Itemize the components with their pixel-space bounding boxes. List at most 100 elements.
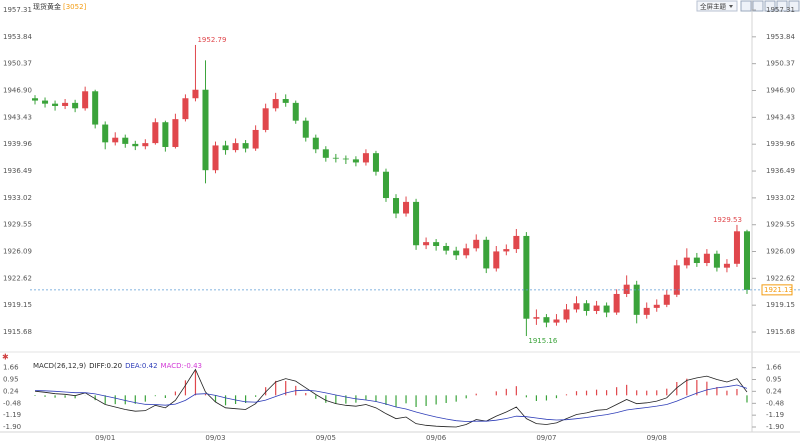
indicator-title: MACD(26,12,9) <box>33 362 86 370</box>
settings-button[interactable] <box>764 0 776 12</box>
candle-body <box>433 242 440 246</box>
y-tick-label: 1943.43 <box>766 113 795 121</box>
candle-body <box>212 145 219 171</box>
candle-body <box>132 143 139 147</box>
toolbar-icons <box>740 0 800 12</box>
close-button[interactable] <box>788 0 800 12</box>
dropdown-arrow[interactable] <box>729 5 733 8</box>
candle-body <box>553 319 560 323</box>
y-tick-label: 1957.31 <box>766 6 795 14</box>
candle-body <box>332 157 339 159</box>
zoom-in-button[interactable] <box>740 0 752 12</box>
legend-entry: MACD:-0.43 <box>161 362 202 370</box>
y-tick-label: 1.66 <box>3 364 19 372</box>
candle-body <box>182 98 189 120</box>
candle-body <box>613 293 620 313</box>
candle-body <box>563 309 570 320</box>
candle-body <box>142 143 149 147</box>
candle-body <box>743 231 750 290</box>
candle-body <box>493 251 500 269</box>
y-tick-label: -1.90 <box>3 423 21 431</box>
candle-body <box>653 304 660 308</box>
y-tick-label: 1953.84 <box>3 33 32 41</box>
y-tick-label: 0.95 <box>766 376 782 384</box>
candle-body <box>242 143 249 149</box>
y-tick-label: 1933.02 <box>766 194 795 202</box>
candle-body <box>523 235 530 319</box>
candle-body <box>633 284 640 315</box>
candle-body <box>32 98 39 101</box>
y-tick-label: 1919.15 <box>3 301 32 309</box>
y-tick-label: 1.66 <box>766 364 782 372</box>
candle-body <box>292 102 299 121</box>
y-tick-label: 1943.43 <box>3 113 32 121</box>
candle-body <box>483 239 490 269</box>
y-tick-label: -1.90 <box>766 423 784 431</box>
candle-body <box>112 137 119 143</box>
zoom-out-button[interactable] <box>752 0 764 12</box>
symbol-code: [3052] <box>63 3 87 11</box>
x-tick-label: 09/06 <box>426 434 447 442</box>
candle-body <box>282 99 289 103</box>
y-tick-label: 1936.49 <box>766 167 795 175</box>
y-tick-label: -0.48 <box>3 399 21 407</box>
y-tick-label: -1.19 <box>3 411 21 419</box>
y-tick-label: 1953.84 <box>766 33 795 41</box>
candle-body <box>342 158 349 160</box>
x-tick-label: 09/07 <box>536 434 556 442</box>
x-tick-label: 09/05 <box>316 434 336 442</box>
candle-body <box>393 198 400 214</box>
candle-body <box>543 317 550 323</box>
y-tick-label: 1957.31 <box>3 6 32 14</box>
toolbar-button-label[interactable]: 全屏主题 <box>700 2 727 11</box>
y-tick-label: 1922.62 <box>3 274 32 282</box>
candle-body <box>262 108 269 130</box>
candle-body <box>42 100 49 104</box>
candle-body <box>733 231 740 264</box>
candle-body <box>423 242 430 246</box>
y-tick-label: -0.48 <box>766 399 784 407</box>
candle-body <box>232 143 239 151</box>
candle-body <box>272 99 279 109</box>
y-tick-label: 1915.68 <box>766 328 795 336</box>
y-tick-label: 1933.02 <box>3 194 32 202</box>
y-tick-label: 1919.15 <box>766 301 795 309</box>
candle-body <box>352 159 359 163</box>
legend-entry: DEA:0.42 <box>125 362 157 370</box>
candle-body <box>403 201 410 214</box>
candle-body <box>222 145 229 151</box>
candle-body <box>82 91 89 109</box>
fullscreen-button[interactable] <box>776 0 788 12</box>
x-tick-label: 09/08 <box>647 434 667 442</box>
y-tick-label: 0.95 <box>3 376 19 384</box>
candle-body <box>413 201 420 246</box>
candle-body <box>503 249 510 252</box>
y-tick-label: 1936.49 <box>3 167 32 175</box>
candle-body <box>473 239 480 249</box>
toolbar-button[interactable] <box>696 0 738 12</box>
y-tick-label: 1939.96 <box>766 140 795 148</box>
candle-body <box>252 129 259 149</box>
candle-body <box>463 248 470 256</box>
x-tick-label: 09/03 <box>205 434 225 442</box>
candle-body <box>663 294 670 305</box>
panel-icon[interactable]: ✱ <box>2 353 9 362</box>
candle-body <box>92 91 99 125</box>
y-tick-label: 1915.68 <box>3 328 32 336</box>
candle-body <box>703 253 710 264</box>
candle-body <box>202 89 209 171</box>
y-tick-label: 0.24 <box>766 387 782 395</box>
y-tick-label: 1950.37 <box>3 60 32 68</box>
candle-body <box>122 137 129 144</box>
candle-body <box>513 235 520 250</box>
dea-line <box>35 384 748 422</box>
candle-body <box>372 153 379 172</box>
candle-body <box>723 263 730 268</box>
legend-entry: DIFF:0.20 <box>89 362 122 370</box>
candle-body <box>362 153 369 163</box>
candle-body <box>72 102 79 109</box>
y-tick-label: -1.19 <box>766 411 784 419</box>
candle-body <box>382 171 389 199</box>
extreme-label: 1929.53 <box>713 216 742 224</box>
candle-body <box>62 102 69 106</box>
